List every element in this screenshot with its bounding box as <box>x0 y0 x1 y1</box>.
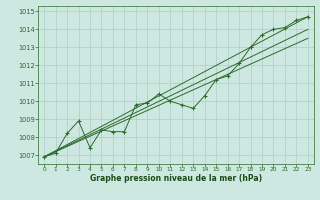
X-axis label: Graphe pression niveau de la mer (hPa): Graphe pression niveau de la mer (hPa) <box>90 174 262 183</box>
